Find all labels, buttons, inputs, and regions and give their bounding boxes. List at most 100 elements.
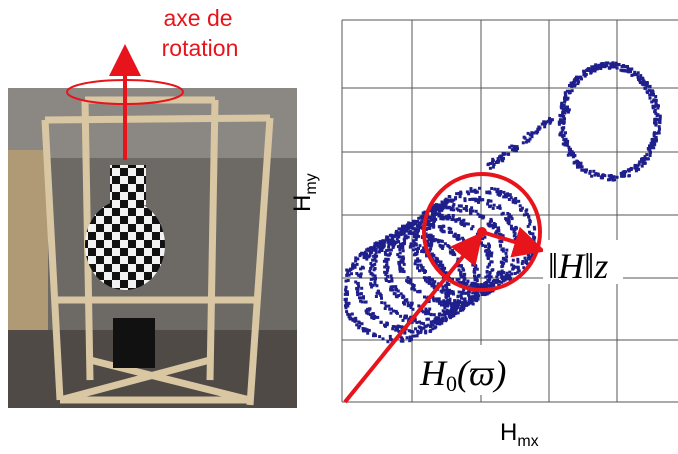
scatter-point xyxy=(487,291,491,295)
scatter-point xyxy=(506,219,510,222)
scatter-point xyxy=(357,284,361,288)
scatter-point xyxy=(451,214,455,217)
scatter-point xyxy=(510,227,513,231)
scatter-point xyxy=(525,259,529,263)
scatter-point xyxy=(439,239,443,243)
scatter-point xyxy=(379,320,383,324)
scatter-point xyxy=(372,245,376,249)
scatter-point xyxy=(454,218,458,222)
scatter-point xyxy=(627,174,631,178)
scatter-point xyxy=(455,306,459,310)
scatter-point xyxy=(450,290,453,293)
scatter-point xyxy=(636,164,640,168)
scatter-point xyxy=(648,84,652,88)
scatter-point xyxy=(365,248,369,252)
scatter-point xyxy=(509,215,513,219)
scatter-point xyxy=(648,96,652,100)
scatter-point xyxy=(368,253,372,257)
scatter-point xyxy=(459,270,463,274)
scatter-point xyxy=(477,200,480,204)
scatter-point xyxy=(544,121,548,125)
scatter-point xyxy=(548,117,551,121)
scatter-point xyxy=(416,290,420,294)
scatter-point xyxy=(434,285,438,289)
scatter-point xyxy=(565,89,569,93)
scatter-point xyxy=(563,143,567,147)
scatter-point xyxy=(509,277,512,281)
scatter-point xyxy=(449,251,453,255)
scatter-point xyxy=(485,251,489,255)
scatter-point xyxy=(381,239,385,243)
scatter-point xyxy=(568,89,572,93)
scatter-point xyxy=(354,316,358,320)
scatter-point xyxy=(344,297,348,301)
scatter-point xyxy=(654,111,658,115)
scatter-point xyxy=(508,193,512,197)
scatter-point xyxy=(496,157,500,161)
scatter-point xyxy=(390,279,394,283)
scatter-point xyxy=(634,169,638,173)
scatter-point xyxy=(371,264,375,267)
scatter-point xyxy=(609,62,613,66)
scatter-point xyxy=(374,241,378,245)
scatter-point xyxy=(475,277,478,281)
scatter-point xyxy=(362,254,366,258)
scatter-point xyxy=(447,199,451,203)
scatter-point xyxy=(444,293,448,297)
scatter-point xyxy=(487,247,491,251)
scatter-point xyxy=(349,317,353,321)
scatter-point xyxy=(434,321,437,325)
scatter-point xyxy=(443,203,447,207)
label-sub: mx xyxy=(517,433,538,450)
scatter-point xyxy=(450,314,454,318)
scatter-point xyxy=(459,221,463,225)
scatter-point xyxy=(561,107,565,111)
scatter-point xyxy=(494,280,498,284)
scatter-point xyxy=(369,277,373,281)
scatter-point xyxy=(447,283,451,286)
scatter-point xyxy=(443,266,447,270)
scatter-point xyxy=(397,329,401,333)
scatter-point xyxy=(375,284,379,288)
scatter-point xyxy=(401,339,405,343)
scatter-point xyxy=(384,257,388,261)
scatter-point xyxy=(514,146,518,150)
scatter-point xyxy=(414,234,418,238)
scatter-point xyxy=(429,313,433,317)
scatter-point xyxy=(437,207,441,210)
scatter-point xyxy=(516,147,519,151)
scatter-point xyxy=(647,89,651,93)
scatter-point xyxy=(385,248,389,252)
scatter-point xyxy=(576,160,580,164)
scatter-point xyxy=(429,223,433,227)
scatter-point xyxy=(459,192,463,195)
scatter-point xyxy=(436,238,440,242)
scatter-point xyxy=(464,222,467,226)
scatter-point xyxy=(510,272,514,276)
scatter-point xyxy=(464,205,468,208)
scatter-point xyxy=(542,120,546,124)
scatter-point xyxy=(397,227,401,231)
scatter-point xyxy=(496,273,500,277)
scatter-point xyxy=(436,240,440,244)
scatter-point xyxy=(372,254,376,258)
scatter-point xyxy=(356,273,360,277)
scatter-point xyxy=(401,296,405,299)
scatter-point xyxy=(649,146,653,150)
scatter-point xyxy=(426,317,430,321)
scatter-point xyxy=(427,223,431,227)
scatter-point xyxy=(486,222,490,226)
scatter-point xyxy=(481,291,485,295)
scatter-point xyxy=(431,235,435,239)
scatter-point xyxy=(351,317,355,321)
scatter-point xyxy=(359,292,363,296)
scatter-point xyxy=(510,217,514,221)
scatter-point xyxy=(575,163,579,167)
scatter-point xyxy=(589,71,593,75)
label-main: H xyxy=(500,419,517,446)
scatter-point xyxy=(490,268,494,272)
scatter-point xyxy=(398,269,402,273)
scatter-point xyxy=(428,209,432,213)
scatter-point xyxy=(562,104,566,108)
scatter-point xyxy=(575,77,579,80)
